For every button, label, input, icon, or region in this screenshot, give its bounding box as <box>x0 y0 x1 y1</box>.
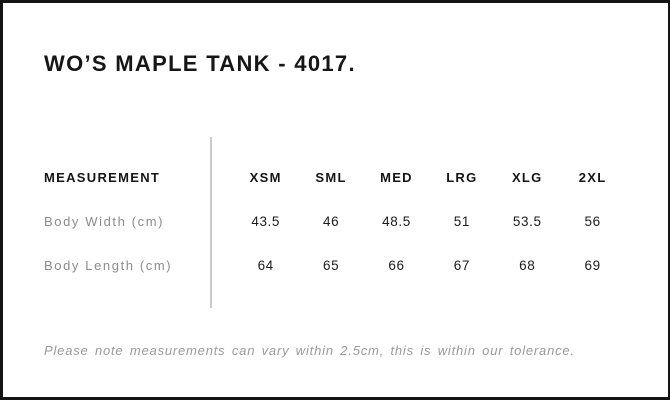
body-width-xsm: 43.5 <box>251 213 281 229</box>
column-header-2xl: 2XL <box>578 169 607 185</box>
row-label-body-width: Body Width (cm) <box>44 213 165 229</box>
tolerance-note: Please note measurements can vary within… <box>44 343 575 358</box>
column-header-xsm: XSM <box>249 169 282 185</box>
table-vertical-divider <box>210 137 212 308</box>
column-header-measurement: MEASUREMENT <box>44 169 161 185</box>
body-width-med: 48.5 <box>382 213 411 229</box>
body-length-2xl: 69 <box>584 257 601 273</box>
body-length-lrg: 67 <box>453 257 470 273</box>
body-length-med: 66 <box>388 257 405 273</box>
body-length-xlg: 68 <box>519 257 536 273</box>
body-width-xlg: 53.5 <box>512 213 542 229</box>
body-width-lrg: 51 <box>453 213 470 229</box>
row-label-body-length: Body Length (cm) <box>44 257 173 273</box>
body-length-sml: 65 <box>322 257 340 273</box>
page-title: WO’S MAPLE TANK - 4017. <box>44 51 356 76</box>
column-header-xlg: XLG <box>511 169 543 185</box>
column-header-lrg: LRG <box>446 169 478 185</box>
column-header-med: MED <box>380 169 413 185</box>
body-width-sml: 46 <box>322 213 340 229</box>
size-table: MEASUREMENT XSM SML MED LRG XLG 2XL Body… <box>44 155 625 287</box>
body-length-xsm: 64 <box>257 257 274 273</box>
column-header-sml: SML <box>315 169 347 185</box>
body-width-2xl: 56 <box>584 213 601 229</box>
